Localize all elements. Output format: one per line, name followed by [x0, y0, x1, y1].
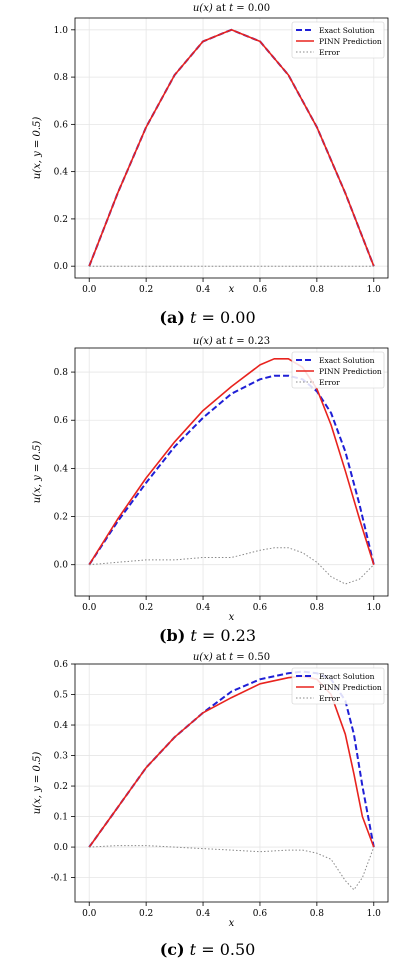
chart-c-ytick-label: 0.4 — [54, 721, 69, 731]
chart-b-xtick-label: 0.8 — [310, 603, 325, 613]
chart-b-svg: 0.0 0.2 0.4 0.6 0.8 1.0 0.0 0.2 0.4 0.6 0.8 Exact S… — [32, 336, 389, 623]
chart-panel-c: 0.0 0.2 0.4 0.6 0.8 1.0 -0.1 0.0 0.1 0.2 0.3 0.4 0.5… — [0, 650, 415, 930]
chart-a-ylabel: u(x, y = 0.5) — [32, 117, 43, 180]
chart-c-title: u(x) at t = 0.50 — [193, 652, 270, 663]
chart-a-ytick-label: 0.2 — [54, 215, 68, 225]
chart-b-title: u(x) at t = 0.23 — [193, 336, 270, 347]
chart-a-xlabel: x — [229, 284, 235, 295]
chart-b-xtick-label: 0.0 — [82, 603, 97, 613]
chart-b-ytick-label: 0.2 — [54, 513, 68, 523]
chart-c-ytick-label: -0.1 — [51, 874, 68, 884]
caption-b-value: = 0.23 — [196, 626, 257, 645]
chart-b-series-pinn-prediction — [88, 357, 375, 566]
chart-c-legend-label: Error — [319, 694, 340, 703]
chart-c-svg: 0.0 0.2 0.4 0.6 0.8 1.0 -0.1 0.0 0.1 0.2 0.3 0.4 0.5… — [32, 652, 389, 929]
chart-a-axes-frame — [74, 17, 389, 279]
chart-b-legend-label: PINN Prediction — [319, 367, 382, 376]
chart-panel-b: 0.0 0.2 0.4 0.6 0.8 1.0 0.0 0.2 0.4 0.6 0.8 Exact S… — [0, 334, 415, 624]
chart-b-series-error — [89, 547, 375, 585]
chart-a-xtick-label: 1.0 — [367, 285, 382, 295]
chart-c-axes-frame — [74, 663, 389, 903]
chart-c-xtick-label: 0.8 — [310, 909, 325, 919]
chart-a-title: u(x) at t = 0.00 — [193, 3, 270, 14]
chart-b-ytick-label: 0.8 — [54, 368, 69, 378]
chart-a-legend-label: Error — [319, 48, 340, 57]
chart-a-legend-label: Exact Solution — [319, 26, 375, 35]
chart-c-ytick-label: 0.0 — [54, 843, 69, 853]
chart-a-ytick-label: 0.8 — [54, 73, 69, 83]
chart-a-legend-box — [291, 21, 385, 59]
chart-c-legend-label: Exact Solution — [319, 672, 375, 681]
chart-a-svg: 0.0 0.2 0.4 0.6 0.8 1.0 0.0 0.2 0.4 0.6 0.8 1.0 Exac… — [32, 3, 389, 295]
caption-a-t: t — [189, 308, 197, 327]
chart-a-ytick-label: 0.4 — [54, 168, 69, 178]
chart-c-xtick-label: 0.0 — [82, 909, 97, 919]
chart-a-series-pinn-prediction — [88, 28, 375, 267]
chart-c-legend-box — [291, 667, 385, 705]
chart-c-series-error — [89, 845, 375, 891]
chart-b-xtick-label: 1.0 — [367, 603, 382, 613]
chart-c-ytick-label: 0.6 — [54, 660, 69, 670]
chart-a-xtick-label: 0.8 — [310, 285, 325, 295]
chart-a-ytick-label: 1.0 — [54, 26, 69, 36]
chart-c-legend-label: PINN Prediction — [319, 683, 382, 692]
chart-c-xtick-label: 0.4 — [196, 909, 211, 919]
caption-c-value: = 0.50 — [196, 940, 256, 959]
caption-b-t: t — [190, 626, 197, 645]
caption-c-letter: (c) — [159, 940, 185, 959]
chart-c-xtick-label: 1.0 — [367, 909, 382, 919]
caption-c: (c) t = 0.50 — [0, 940, 415, 959]
chart-a-legend-label: PINN Prediction — [319, 37, 382, 46]
chart-c-ylabel: u(x, y = 0.5) — [32, 752, 43, 815]
chart-b-ytick-label: 0.6 — [54, 416, 69, 426]
caption-c-t: t — [189, 940, 197, 959]
caption-a-value: = 0.00 — [196, 308, 256, 327]
caption-a-letter: (a) — [159, 308, 185, 327]
chart-b-series-exact-solution — [88, 374, 375, 566]
chart-a-series-exact-solution — [88, 28, 375, 267]
chart-panel-a: 0.0 0.2 0.4 0.6 0.8 1.0 0.0 0.2 0.4 0.6 0.8 1.0 Exac… — [0, 0, 415, 296]
chart-b-ytick-label: 0.0 — [54, 561, 69, 571]
caption-b-letter: (b) — [158, 626, 186, 645]
chart-b-xtick-label: 0.6 — [253, 603, 268, 613]
chart-a-ytick-label: 0.0 — [54, 262, 69, 272]
chart-a-xtick-label: 0.6 — [253, 285, 268, 295]
chart-c-ytick-label: 0.1 — [54, 813, 68, 823]
chart-c-ytick-label: 0.5 — [54, 691, 69, 701]
chart-c-xtick-label: 0.6 — [253, 909, 268, 919]
chart-b-xtick-label: 0.2 — [139, 603, 153, 613]
chart-c-xtick-label: 0.2 — [139, 909, 153, 919]
chart-b-legend-box — [291, 351, 385, 389]
caption-a: (a) t = 0.00 — [0, 308, 415, 327]
chart-a-xtick-label: 0.4 — [196, 285, 211, 295]
chart-c-xlabel: x — [229, 918, 235, 929]
caption-b: (b) t = 0.23 — [0, 626, 415, 645]
chart-a-xtick-label: 0.0 — [82, 285, 97, 295]
chart-b-xlabel: x — [229, 612, 235, 623]
chart-b-ylabel: u(x, y = 0.5) — [32, 441, 43, 504]
chart-a-xtick-label: 0.2 — [139, 285, 153, 295]
chart-c-ytick-label: 0.3 — [54, 752, 69, 762]
chart-b-legend-label: Error — [319, 378, 340, 387]
chart-c-ytick-label: 0.2 — [54, 782, 68, 792]
chart-b-xtick-label: 0.4 — [196, 603, 211, 613]
chart-c-series-pinn-prediction — [88, 675, 375, 848]
chart-b-axes-frame — [74, 347, 389, 597]
chart-a-ytick-label: 0.6 — [54, 120, 69, 130]
chart-b-ytick-label: 0.4 — [54, 464, 69, 474]
chart-b-legend-label: Exact Solution — [319, 356, 375, 365]
